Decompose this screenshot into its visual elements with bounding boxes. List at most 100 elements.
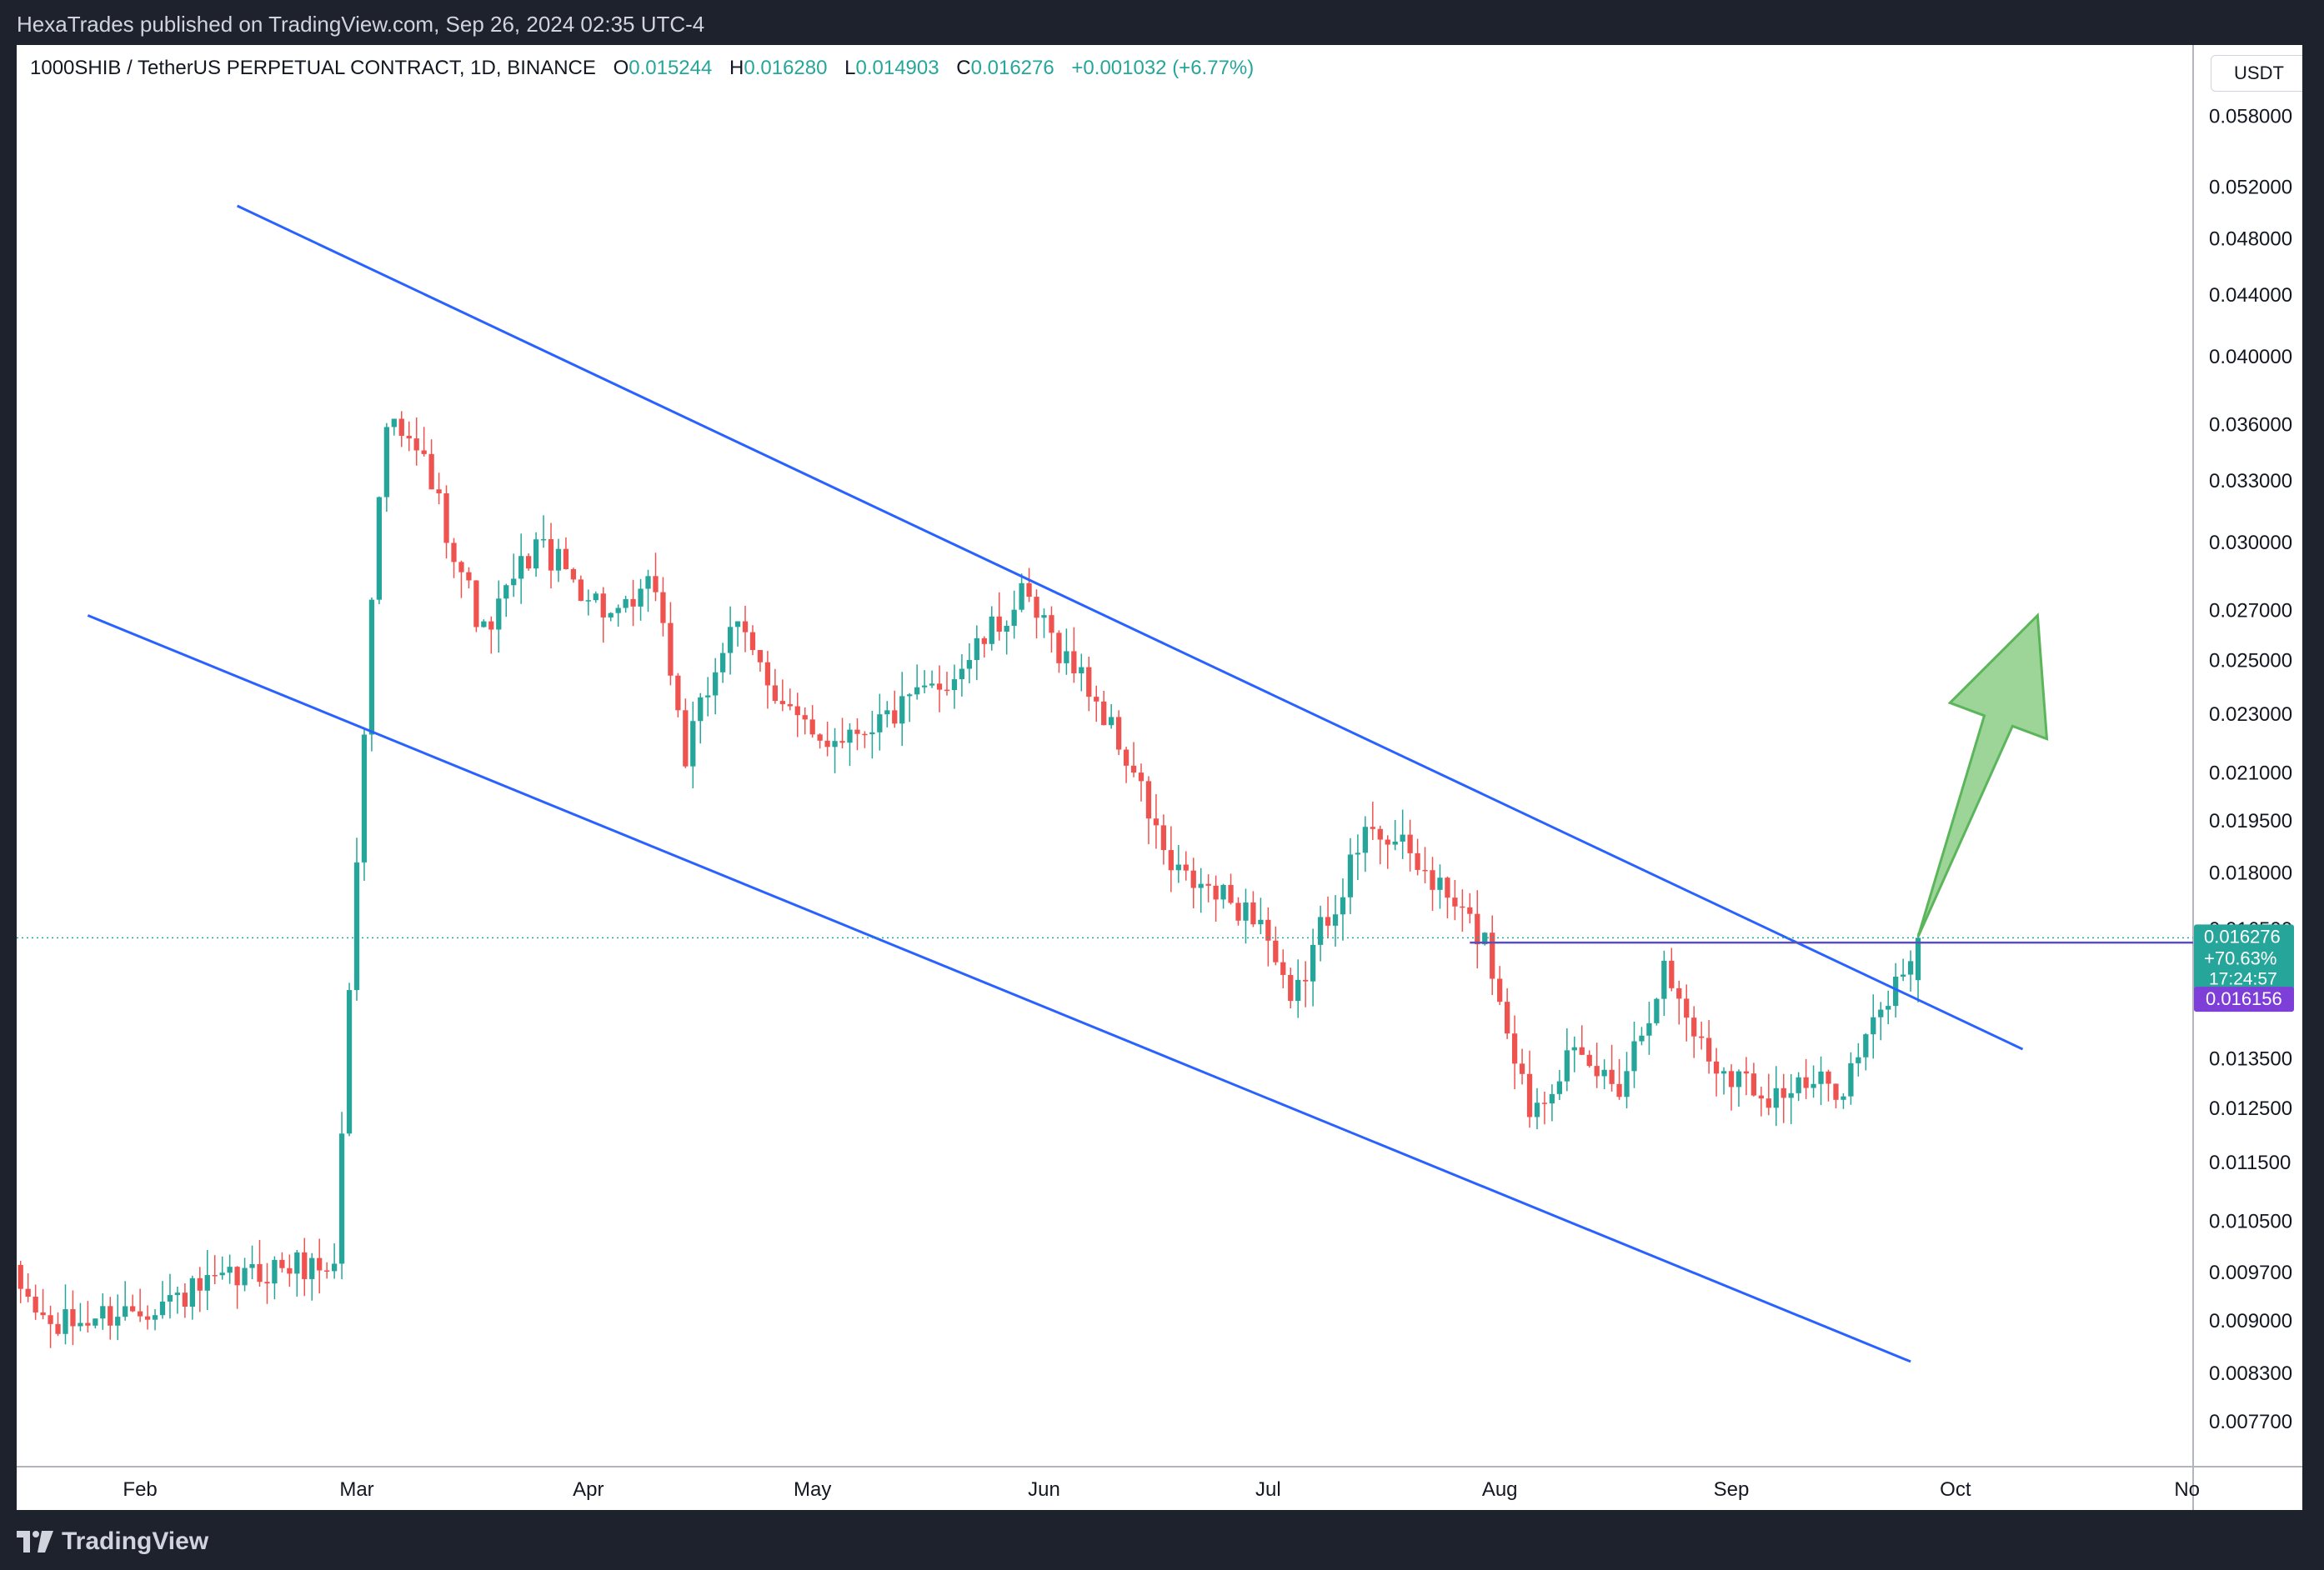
candle xyxy=(1407,819,1413,872)
candle xyxy=(1579,1025,1585,1056)
candle-body xyxy=(317,1258,323,1271)
candle-body xyxy=(376,497,383,600)
candle-body xyxy=(279,1259,285,1268)
candle-body xyxy=(630,598,636,607)
candle-body xyxy=(451,542,457,562)
candle xyxy=(757,649,764,672)
candle xyxy=(817,732,823,749)
candle xyxy=(1079,653,1084,692)
candle-body xyxy=(854,729,860,734)
candle xyxy=(1803,1058,1809,1099)
candle-body xyxy=(1460,906,1465,908)
candle xyxy=(137,1288,143,1322)
time-tick-label: Aug xyxy=(1482,1478,1518,1501)
resistance-price-label: 0.016156 xyxy=(2194,987,2294,1012)
chart-area[interactable]: 0.058000 0.052000 0.048000 0.044000 0.040000… xyxy=(17,45,2302,1510)
candle-body xyxy=(242,1268,248,1286)
candle-body xyxy=(1467,907,1473,914)
candle xyxy=(473,580,479,632)
price-tick-label: 0.012500 xyxy=(2209,1098,2292,1120)
candle xyxy=(421,427,427,457)
candle-body xyxy=(757,650,764,662)
candle-body xyxy=(1109,717,1114,726)
candle-body xyxy=(1811,1083,1816,1088)
candle-body xyxy=(1856,1057,1861,1063)
candle xyxy=(234,1266,240,1309)
candle xyxy=(1534,1088,1540,1130)
candle-body xyxy=(1519,1063,1525,1074)
candle xyxy=(1519,1048,1525,1085)
candle-body xyxy=(608,612,614,618)
candle-body xyxy=(1265,919,1271,941)
currency-button[interactable]: USDT xyxy=(2211,55,2302,92)
candle-body xyxy=(353,862,360,991)
candle-body xyxy=(675,675,681,711)
price-tick-label: 0.023000 xyxy=(2209,703,2292,726)
candle xyxy=(458,560,464,598)
candle-body xyxy=(585,600,591,602)
price-tick-label: 0.011500 xyxy=(2209,1152,2291,1174)
candle-body xyxy=(144,1316,151,1320)
candle-body xyxy=(1475,913,1480,945)
candle-body xyxy=(668,622,674,676)
candle-body xyxy=(152,1315,158,1320)
candle-body xyxy=(1041,615,1047,618)
candle-body xyxy=(1616,1083,1622,1098)
candle-body xyxy=(1422,869,1428,872)
tradingview-logo[interactable]: TradingView xyxy=(17,1527,208,1557)
candle xyxy=(1684,984,1690,1042)
last-price-label: 0.016276+70.63%17:24:57 xyxy=(2194,924,2294,992)
price-tick-label: 0.033000 xyxy=(2209,470,2292,492)
candle xyxy=(204,1250,210,1311)
candle-body xyxy=(1684,998,1690,1018)
candle-body xyxy=(907,694,913,697)
candle-body xyxy=(742,621,749,632)
candle xyxy=(1646,1002,1652,1055)
last-price-label-bg xyxy=(2194,924,2294,992)
candle-body xyxy=(182,1292,188,1308)
candle-body xyxy=(503,585,509,599)
candle-body xyxy=(33,1297,38,1312)
candle xyxy=(1130,742,1137,778)
candle-body xyxy=(892,710,898,724)
candle-body xyxy=(368,599,375,735)
candle xyxy=(974,625,979,681)
candle-body xyxy=(1101,701,1107,726)
candle-body xyxy=(511,578,517,586)
candle-body xyxy=(25,1288,31,1298)
candle xyxy=(353,838,360,1001)
candle xyxy=(794,692,800,738)
candle-body xyxy=(1407,834,1413,853)
price-tick-label: 0.009700 xyxy=(2209,1262,2292,1284)
candle xyxy=(78,1302,83,1332)
candle-body xyxy=(1893,976,1899,1007)
candle xyxy=(1168,826,1174,892)
candle-body xyxy=(698,697,704,722)
candle xyxy=(548,522,554,589)
tradingview-wordmark: TradingView xyxy=(62,1528,209,1555)
upper-channel-line xyxy=(236,204,2024,1051)
candle xyxy=(1347,838,1354,914)
candle xyxy=(1586,1050,1592,1068)
candle xyxy=(1064,628,1069,675)
candle-body xyxy=(1153,818,1159,826)
candle xyxy=(914,664,920,700)
candle xyxy=(1235,897,1241,926)
candle xyxy=(862,731,868,748)
candle-body xyxy=(600,593,606,618)
candle xyxy=(869,711,875,759)
candle xyxy=(317,1238,323,1294)
candle xyxy=(1616,1058,1622,1100)
candle-body xyxy=(1273,940,1279,962)
candle-body xyxy=(1004,625,1009,632)
candle xyxy=(884,701,890,728)
candle-body xyxy=(877,714,883,732)
price-chart[interactable]: 0.058000 0.052000 0.048000 0.044000 0.040000… xyxy=(17,45,2302,1510)
candle-body xyxy=(690,721,696,767)
candle xyxy=(167,1273,173,1319)
candle xyxy=(309,1252,315,1301)
candle xyxy=(1392,819,1398,851)
candle-body xyxy=(578,579,584,602)
candle-body xyxy=(1056,632,1062,663)
candle xyxy=(1511,1015,1518,1090)
